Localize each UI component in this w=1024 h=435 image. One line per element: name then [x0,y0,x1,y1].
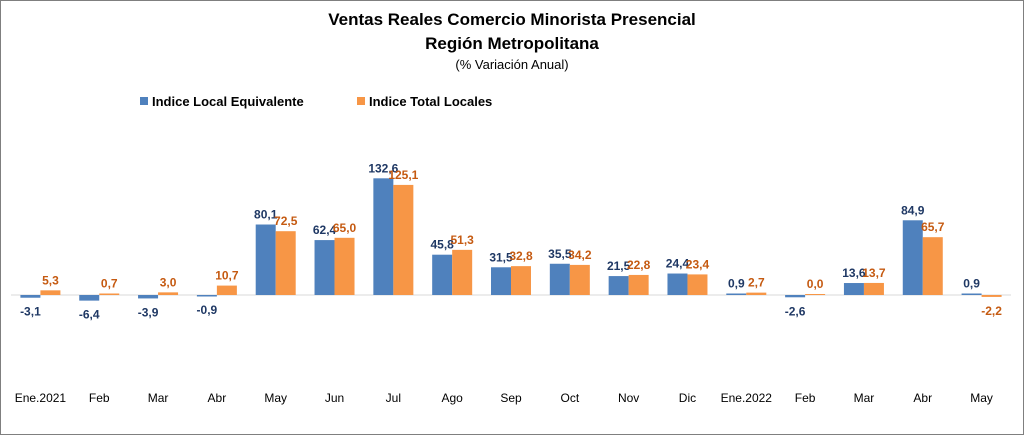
x-tick-label: Oct [560,391,579,405]
bar-series-2 [393,184,414,295]
data-label-series-1: 24,4 [666,257,690,271]
data-label-series-2: 65,7 [921,220,945,234]
bar-series-1 [491,267,511,295]
data-label-series-2: -2,2 [981,304,1002,318]
data-label-series-2: 0,0 [807,277,824,291]
bar-series-1 [314,240,335,295]
data-label-series-1: 45,8 [430,238,454,252]
bar-series-2 [805,294,826,295]
x-tick-label: Feb [89,391,110,405]
bar-series-1 [961,293,982,295]
data-label-series-1: 0,9 [963,277,980,291]
data-label-series-1: 80,1 [254,208,278,222]
bar-series-1 [79,295,100,301]
bar-series-1 [726,293,747,295]
data-label-series-2: 13,7 [862,266,886,280]
data-label-series-2: 3,0 [160,275,177,289]
bar-series-1 [138,295,159,299]
bar-series-1 [667,273,688,295]
data-label-series-1: 35,5 [548,247,572,261]
bar-series-2 [99,293,120,295]
x-tick-label: Mar [854,391,875,405]
data-label-series-1: -3,9 [138,305,159,319]
bar-series-2 [687,274,708,295]
legend-swatch-series-2 [357,97,365,105]
data-label-series-2: 0,7 [101,277,118,291]
data-label-series-1: 62,4 [313,223,337,237]
x-tick-label: May [264,391,287,405]
data-label-series-2: 34,2 [568,248,592,262]
bar-series-2 [628,274,649,295]
data-label-series-1: -6,4 [79,308,100,322]
legend: Indice Local Equivalente Indice Total Lo… [140,94,492,109]
x-tick-label: Ago [441,391,463,405]
x-tick-label: Dic [679,391,696,405]
x-tick-label: Abr [913,391,932,405]
bar-series-1 [20,295,41,298]
x-tick-label: Ene.2021 [15,391,67,405]
data-label-series-1: 132,6 [368,161,398,175]
bar-series-1 [196,295,217,297]
x-tick-label: Feb [795,391,816,405]
data-label-series-2: 32,8 [509,249,533,263]
data-label-series-2: 10,7 [215,269,239,283]
data-label-series-1: 21,5 [607,259,631,273]
data-label-series-2: 23,4 [686,257,710,271]
bar-series-2 [863,282,884,295]
bar-series-1 [843,283,864,295]
data-label-series-1: 13,6 [842,266,866,280]
chart-subtitle: Región Metropolitana [425,34,599,53]
data-label-series-1: -0,9 [197,303,218,317]
bar-series-1 [432,254,453,295]
x-tick-label: Mar [148,391,169,405]
x-tick-label: Abr [208,391,227,405]
data-label-series-1: -2,6 [785,304,806,318]
bar-series-1 [902,220,923,295]
data-label-series-1: -3,1 [20,305,41,319]
data-label-series-1: 84,9 [901,203,925,217]
bar-series-2 [158,292,179,295]
bar-series-2 [922,237,943,295]
x-tick-label: Sep [500,391,522,405]
bar-series-1 [255,224,276,295]
bar-series-2 [511,266,531,295]
bar-series-2 [981,295,1002,297]
data-label-series-2: 22,8 [627,258,651,272]
legend-label-series-2: Indice Total Locales [369,94,492,109]
legend-label-series-1: Indice Local Equivalente [152,94,304,109]
bar-series-2 [746,292,767,295]
plot-area: Ene.2021 -3,1 5,3 Feb -6,4 0,7 Mar -3,9 3,0 Abr -0… [11,161,1011,405]
data-label-series-1: 31,5 [489,250,513,264]
bar-series-2 [452,249,473,295]
x-tick-label: May [970,391,993,405]
data-label-series-1: 0,9 [728,277,745,291]
data-label-series-2: 51,3 [450,233,474,247]
legend-swatch-series-1 [140,97,148,105]
bar-series-1 [373,178,394,295]
data-label-series-2: 125,1 [388,168,418,182]
bar-series-2 [334,237,355,295]
bar-series-1 [549,263,570,295]
chart-title: Ventas Reales Comercio Minorista Presenc… [328,10,696,29]
bar-series-2 [569,264,590,295]
x-tick-label: Ene.2022 [721,391,773,405]
chart-caption: (% Variación Anual) [455,57,568,72]
data-label-series-2: 72,5 [274,214,298,228]
x-tick-label: Jun [325,391,344,405]
data-label-series-2: 65,0 [333,221,357,235]
bar-series-2 [275,231,296,295]
bar-series-2 [216,285,237,295]
data-label-series-2: 5,3 [42,273,59,287]
bar-series-1 [608,276,629,295]
bar-series-2 [40,290,61,295]
x-tick-label: Nov [618,391,639,405]
x-tick-label: Jul [386,391,401,405]
data-label-series-2: 2,7 [748,276,765,290]
bar-series-1 [785,295,806,298]
